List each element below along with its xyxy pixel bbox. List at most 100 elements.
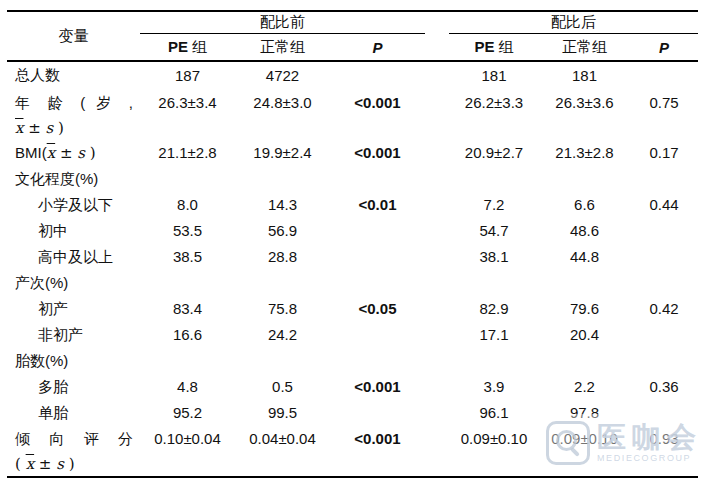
row-label: 高中及以上 — [7, 244, 140, 270]
row-label-line: 总人数 — [15, 62, 140, 87]
table-row: 高中及以上38.528.838.144.8 — [7, 244, 698, 270]
p-value-cell — [630, 322, 698, 348]
value-cell: 54.7 — [449, 218, 539, 244]
row-label: 非初产 — [7, 322, 140, 348]
value-cell: 24.2 — [235, 322, 330, 348]
value-cell — [235, 166, 330, 192]
value-cell: 97.8 — [539, 400, 630, 426]
column-gap — [425, 192, 449, 218]
table-header: 变量 配比前 配比后 PE 组 正常组 P PE 组 正常组 P — [7, 11, 698, 61]
value-cell: 0.10±0.04 — [140, 426, 235, 477]
value-cell: 8.0 — [140, 192, 235, 218]
p-value-cell — [630, 400, 698, 426]
p-value-cell: 0.75 — [630, 90, 698, 140]
table-row: 文化程度(%) — [7, 166, 698, 192]
row-label-line: BMI(x ± s ) — [15, 140, 140, 165]
value-cell — [140, 270, 235, 296]
value-cell: 79.6 — [539, 296, 630, 322]
row-label-line: 倾 向 评 分 — [15, 426, 133, 451]
column-gap — [425, 218, 449, 244]
value-cell: 99.5 — [235, 400, 330, 426]
p-value-cell: <0.001 — [330, 374, 425, 400]
table-row: 倾 向 评 分( x ± s )0.10±0.040.04±0.04<0.001… — [7, 426, 698, 477]
value-cell: 56.9 — [235, 218, 330, 244]
header-p-value-before: P — [330, 34, 425, 62]
row-label: 倾 向 评 分( x ± s ) — [7, 426, 140, 477]
value-cell — [235, 270, 330, 296]
p-value-cell: <0.01 — [330, 192, 425, 218]
row-label: 总人数 — [7, 61, 140, 90]
value-cell: 2.2 — [539, 374, 630, 400]
column-gap — [425, 166, 449, 192]
value-cell: 4.8 — [140, 374, 235, 400]
value-cell: 21.1±2.8 — [140, 140, 235, 166]
table-row: BMI(x ± s )21.1±2.819.9±2.4<0.00120.9±2.… — [7, 140, 698, 166]
table-row: 年 龄 ( 岁 ,x ± s )26.3±3.424.8±3.0<0.00126… — [7, 90, 698, 140]
header-after-matching: 配比后 — [449, 11, 698, 34]
value-cell: 21.3±2.8 — [539, 140, 630, 166]
value-cell — [449, 166, 539, 192]
row-label-line: 产次(%) — [15, 270, 140, 295]
value-cell — [449, 348, 539, 374]
value-cell: 26.3±3.4 — [140, 90, 235, 140]
column-gap — [425, 90, 449, 140]
row-label: BMI(x ± s ) — [7, 140, 140, 166]
p-value-cell — [330, 218, 425, 244]
value-cell: 0.04±0.04 — [235, 426, 330, 477]
pe-label: PE — [168, 38, 188, 55]
row-label: 初产 — [7, 296, 140, 322]
row-label-line: 单胎 — [38, 400, 140, 425]
row-label-line: ( x ± s ) — [15, 451, 140, 476]
p-value-cell — [330, 166, 425, 192]
value-cell: 75.8 — [235, 296, 330, 322]
p-value-cell — [630, 218, 698, 244]
column-gap — [425, 400, 449, 426]
p-value-cell: 0.42 — [630, 296, 698, 322]
header-group-row: 变量 配比前 配比后 — [7, 11, 698, 34]
row-label: 多胎 — [7, 374, 140, 400]
column-gap — [425, 61, 449, 90]
header-before-matching: 配比前 — [140, 11, 425, 34]
value-cell — [539, 348, 630, 374]
column-gap — [425, 296, 449, 322]
header-normal-group-before: 正常组 — [235, 34, 330, 62]
p-value-cell: 0.93 — [630, 426, 698, 477]
p-value-cell — [630, 270, 698, 296]
row-label-line: 初中 — [38, 218, 140, 243]
header-pe-group-after: PE 组 — [449, 34, 539, 62]
row-label-line: 高中及以上 — [38, 244, 140, 269]
p-value-cell — [630, 244, 698, 270]
value-cell: 28.8 — [235, 244, 330, 270]
table-body: 总人数1874722181181年 龄 ( 岁 ,x ± s )26.3±3.4… — [7, 61, 698, 477]
value-cell — [539, 166, 630, 192]
value-cell — [140, 166, 235, 192]
value-cell: 82.9 — [449, 296, 539, 322]
value-cell — [539, 270, 630, 296]
value-cell: 3.9 — [449, 374, 539, 400]
table-row: 初产83.475.8<0.0582.979.60.42 — [7, 296, 698, 322]
p-value-cell: 0.44 — [630, 192, 698, 218]
value-cell: 0.5 — [235, 374, 330, 400]
baseline-characteristics-table: 变量 配比前 配比后 PE 组 正常组 P PE 组 正常组 P 总人数1874… — [7, 10, 698, 478]
row-label-line: 胎数(%) — [15, 348, 140, 373]
column-gap — [425, 270, 449, 296]
column-gap — [425, 374, 449, 400]
header-normal-group-after: 正常组 — [539, 34, 630, 62]
p-value-cell — [330, 400, 425, 426]
value-cell: 26.3±3.6 — [539, 90, 630, 140]
p-value-cell — [630, 61, 698, 90]
table-row: 小学及以下8.014.3<0.017.26.60.44 — [7, 192, 698, 218]
value-cell: 20.9±2.7 — [449, 140, 539, 166]
value-cell: 16.6 — [140, 322, 235, 348]
row-label-line: 非初产 — [38, 322, 140, 347]
value-cell: 26.2±3.3 — [449, 90, 539, 140]
group-suffix: 组 — [494, 38, 513, 55]
table-row: 初中53.556.954.748.6 — [7, 218, 698, 244]
row-label-line: 小学及以下 — [38, 192, 140, 217]
header-gap — [425, 11, 449, 61]
paper-table-page: 变量 配比前 配比后 PE 组 正常组 P PE 组 正常组 P 总人数1874… — [0, 0, 711, 481]
column-gap — [425, 140, 449, 166]
row-label: 初中 — [7, 218, 140, 244]
value-cell: 0.09±0.10 — [449, 426, 539, 477]
table-row: 非初产16.624.217.120.4 — [7, 322, 698, 348]
